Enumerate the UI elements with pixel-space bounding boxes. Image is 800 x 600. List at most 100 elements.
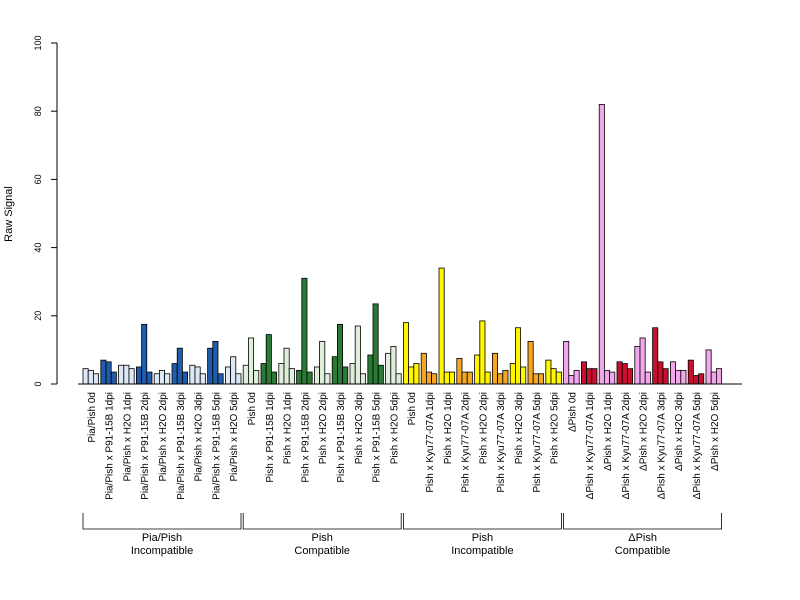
bar [118, 364, 125, 385]
bar [171, 363, 178, 385]
bar [212, 340, 219, 385]
x-tick-label: Pia/Pish x P91-15B 3dpi [176, 392, 187, 500]
bar [581, 361, 588, 385]
bar [491, 352, 498, 385]
bar [87, 369, 94, 385]
group-label: Pish [311, 532, 332, 544]
x-tick-label: ΔPish x H2O 1dpi [603, 392, 614, 471]
bar [497, 373, 504, 385]
bar [301, 277, 308, 385]
bar [235, 373, 242, 385]
bar [598, 103, 605, 385]
bar [604, 369, 611, 385]
x-tick-label: Pish x H2O 5dpi [550, 392, 561, 464]
bar [670, 361, 677, 385]
x-tick-label: Pish 0d [247, 392, 258, 425]
x-tick-label: Pish x P91-15B 5dpi [372, 392, 383, 483]
bar [639, 337, 646, 385]
bar [93, 373, 100, 385]
bar [306, 371, 313, 385]
bar [372, 303, 379, 385]
bar [230, 356, 237, 385]
x-tick-label: ΔPish x Kyu77-07A 1dpi [585, 392, 596, 499]
x-tick-label: Pia/Pish x P91-15B 5dpi [211, 392, 222, 500]
bar [634, 346, 641, 385]
bar [438, 267, 445, 385]
x-tick-label: Pish x Kyu77-07A 1dpi [425, 392, 436, 493]
bar [189, 364, 196, 385]
y-tick-label: 100 [33, 35, 43, 50]
group-brackets: Pia/PishIncompatiblePishCompatiblePishIn… [82, 513, 722, 557]
bar [616, 361, 623, 385]
bar [128, 368, 135, 385]
bar [260, 363, 267, 385]
y-axis: 0 20 40 60 80 100 [33, 35, 58, 387]
bar [354, 325, 361, 385]
bar [265, 334, 272, 385]
bar [253, 369, 260, 385]
bar [390, 346, 397, 385]
x-tick-label: Pish x P91-15B 2dpi [300, 392, 311, 483]
bar [675, 369, 682, 385]
bar [431, 373, 438, 385]
bar [349, 363, 356, 385]
bar [385, 352, 392, 385]
bar [135, 366, 142, 385]
bar [698, 373, 705, 385]
bar [413, 363, 420, 385]
x-tick-label: Pish x Kyu77-07A 5dpi [532, 392, 543, 493]
x-tick-label: ΔPish 0d [567, 392, 578, 432]
x-tick-label: Pish x H2O 1dpi [283, 392, 294, 464]
bar [515, 327, 522, 385]
bar [609, 371, 616, 385]
group-bracket [563, 513, 722, 530]
group-label: ΔPish [628, 532, 657, 544]
x-tick-label: ΔPish x Kyu77-07A 2dpi [621, 392, 632, 499]
group-sublabel: Compatible [615, 545, 671, 557]
bar [456, 358, 463, 385]
bar [402, 322, 409, 385]
bar [100, 359, 107, 385]
bar [532, 373, 539, 385]
bar [591, 368, 598, 385]
bar [342, 366, 349, 385]
x-tick-label: Pish x P91-15B 3dpi [336, 392, 347, 483]
bar [207, 347, 214, 385]
bar [146, 371, 153, 385]
bar [644, 371, 651, 385]
x-tick-label: Pia/Pish x P91-15B 1dpi [105, 392, 116, 500]
bar [652, 327, 659, 385]
bar [217, 373, 224, 385]
bar [288, 368, 295, 385]
y-tick-label: 20 [33, 311, 43, 321]
group-sublabel: Incompatible [451, 545, 513, 557]
bars [82, 103, 723, 385]
bar [710, 371, 717, 385]
bar [164, 373, 171, 385]
bar [270, 371, 277, 385]
bar [153, 373, 160, 385]
group-bracket [403, 513, 562, 530]
bar [176, 347, 183, 385]
x-tick-label: Pish x H2O 2dpi [318, 392, 329, 464]
x-tick-label: Pia/Pish x H2O 1dpi [122, 392, 133, 482]
bar [199, 373, 206, 385]
bar [324, 373, 331, 385]
group-label: Pia/Pish [142, 532, 182, 544]
bar [662, 368, 669, 385]
x-tick-label: Pish x H2O 1dpi [443, 392, 454, 464]
bar [693, 375, 700, 385]
bar [377, 364, 384, 385]
x-tick-label: Pish x H2O 3dpi [514, 392, 525, 464]
bar [181, 371, 188, 385]
bar [627, 368, 634, 385]
bar [520, 366, 527, 385]
y-tick-label: 40 [33, 243, 43, 253]
bar [443, 371, 450, 385]
bar [331, 356, 338, 385]
bar [555, 371, 562, 385]
bar [242, 364, 249, 385]
x-tick-label: Pia/Pish x H2O 5dpi [229, 392, 240, 482]
bar [283, 347, 290, 385]
bar [545, 359, 552, 385]
